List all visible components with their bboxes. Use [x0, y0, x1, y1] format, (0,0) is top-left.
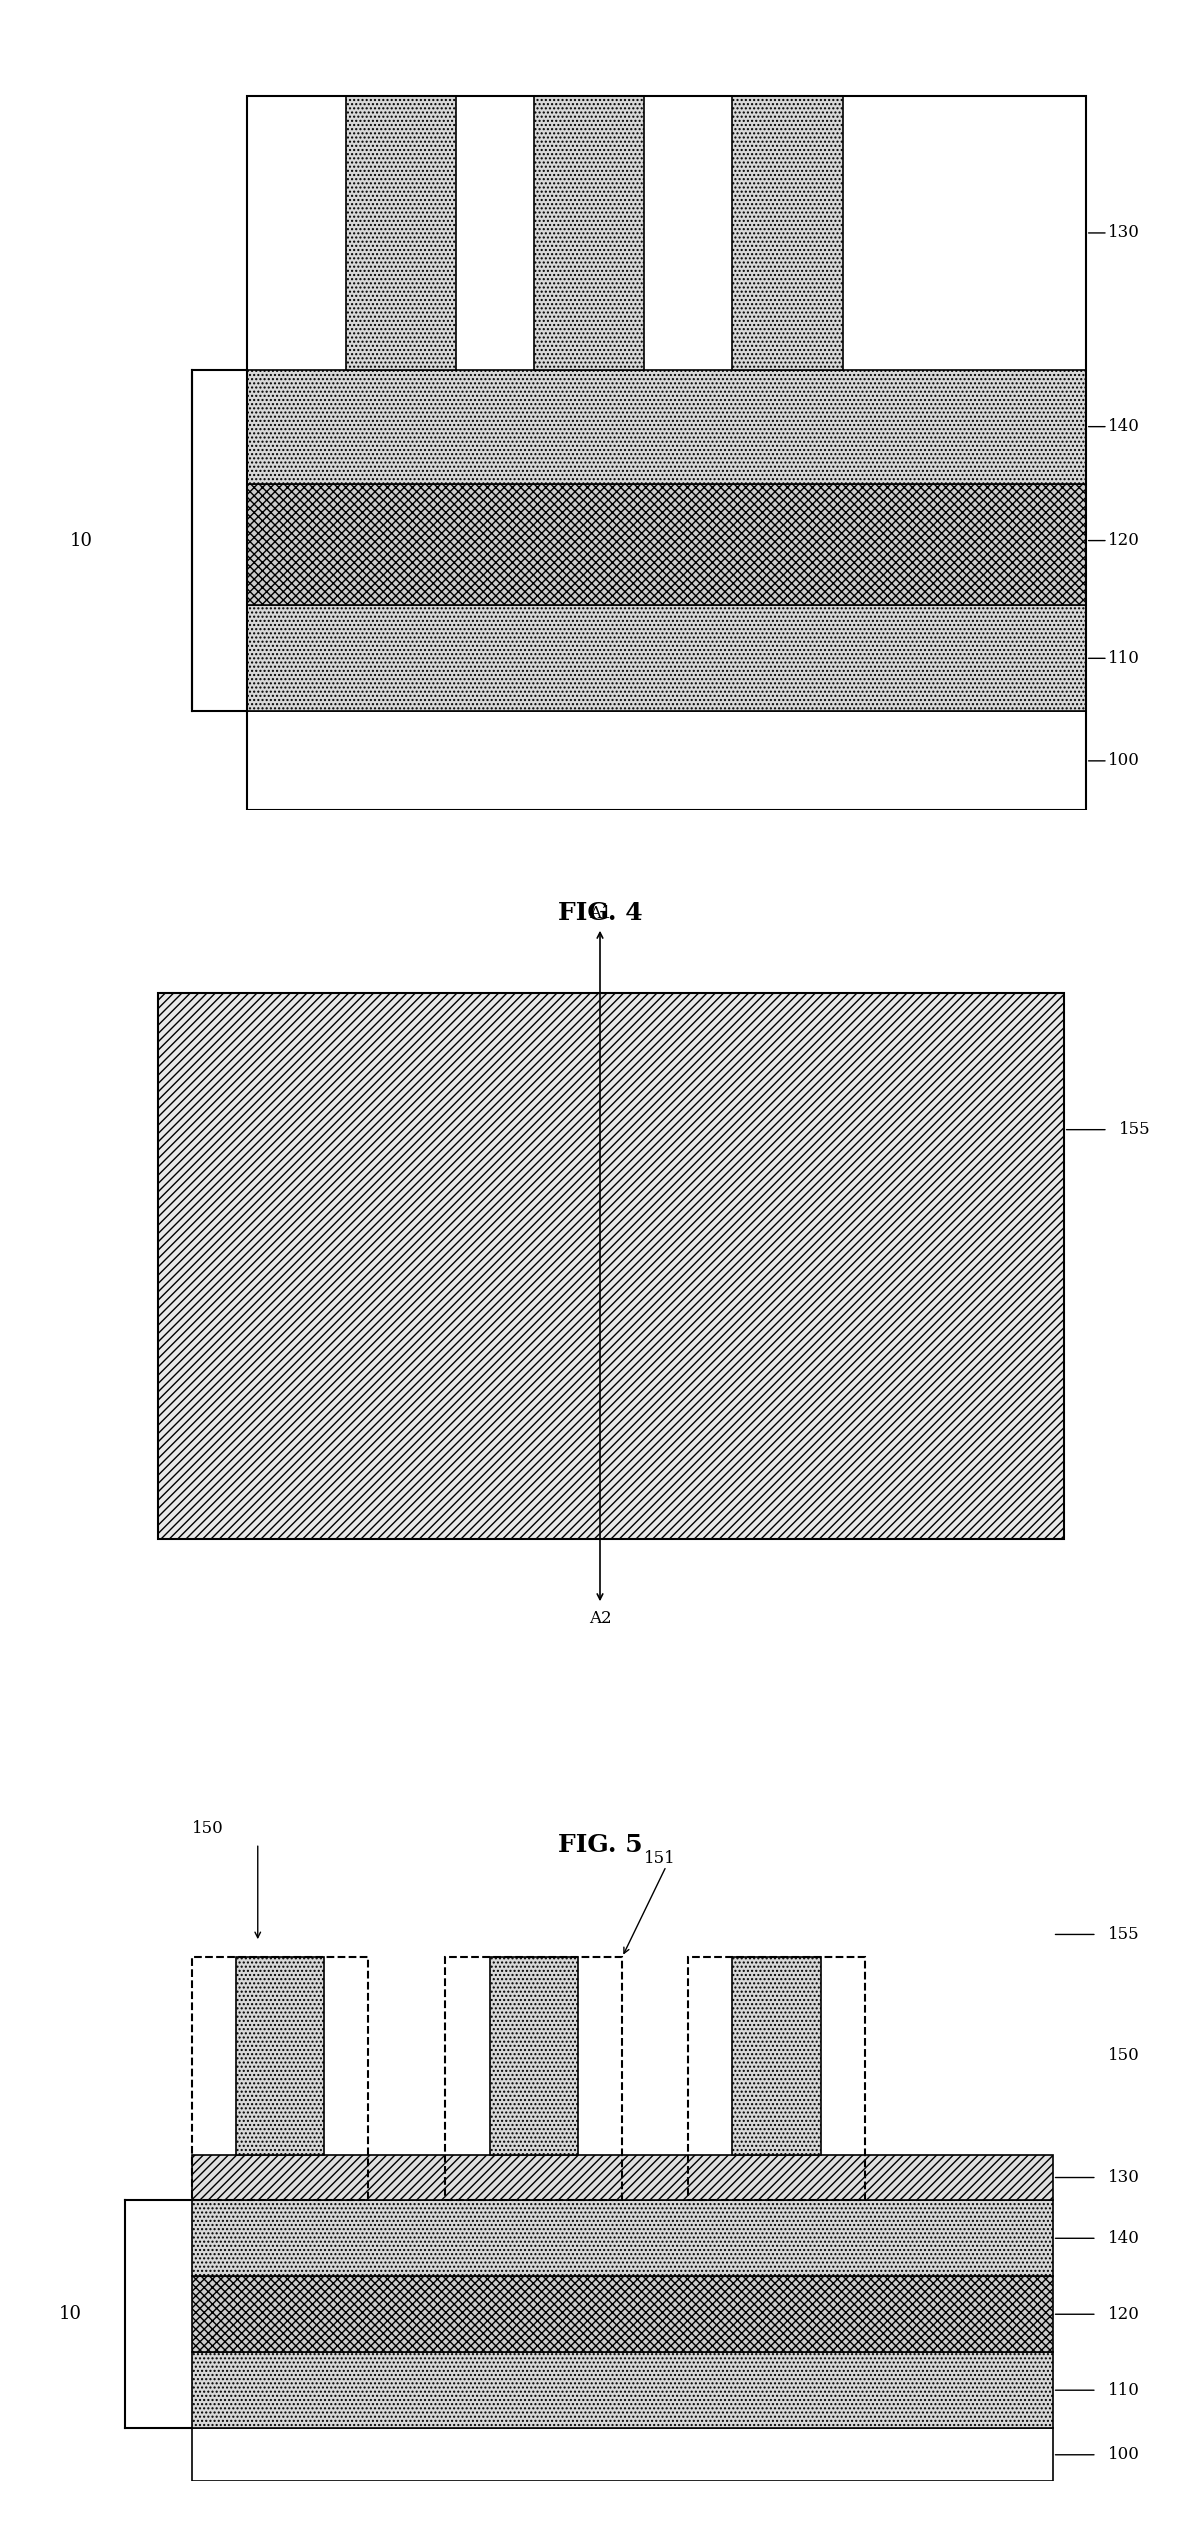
Text: 155: 155	[1118, 1122, 1151, 1139]
Text: 140: 140	[1108, 418, 1140, 436]
FancyBboxPatch shape	[247, 370, 1086, 484]
Text: 150: 150	[1108, 2048, 1140, 2064]
Text: A2: A2	[589, 1610, 611, 1626]
Text: 155: 155	[1108, 1927, 1140, 1942]
Text: 100: 100	[1108, 752, 1140, 770]
FancyBboxPatch shape	[158, 993, 1063, 1539]
Text: FIG. 4: FIG. 4	[558, 901, 642, 924]
Text: 110: 110	[1108, 2383, 1140, 2398]
FancyBboxPatch shape	[732, 96, 842, 370]
Text: 151: 151	[644, 1851, 676, 1866]
FancyBboxPatch shape	[534, 96, 644, 370]
Text: FIG. 5: FIG. 5	[558, 1833, 642, 1856]
FancyBboxPatch shape	[192, 2276, 1052, 2352]
FancyBboxPatch shape	[192, 2155, 1052, 2200]
FancyBboxPatch shape	[247, 711, 1086, 810]
Text: 140: 140	[1108, 2231, 1140, 2246]
Text: 10: 10	[59, 2304, 82, 2324]
FancyBboxPatch shape	[192, 2200, 1052, 2276]
Text: 150: 150	[192, 1821, 223, 1836]
FancyBboxPatch shape	[235, 1957, 324, 2155]
FancyBboxPatch shape	[346, 96, 456, 370]
FancyBboxPatch shape	[192, 2428, 1052, 2481]
Text: 120: 120	[1108, 2307, 1140, 2322]
Text: 100: 100	[1108, 2446, 1140, 2464]
Text: 130: 130	[1108, 225, 1140, 241]
FancyBboxPatch shape	[732, 1957, 821, 2155]
Text: 130: 130	[1108, 2170, 1140, 2185]
Text: 10: 10	[70, 532, 92, 549]
Text: 110: 110	[1108, 651, 1140, 666]
FancyBboxPatch shape	[247, 484, 1086, 605]
Text: A1: A1	[589, 906, 611, 922]
FancyBboxPatch shape	[247, 605, 1086, 711]
FancyBboxPatch shape	[490, 1957, 578, 2155]
Text: 120: 120	[1108, 532, 1140, 549]
FancyBboxPatch shape	[192, 2352, 1052, 2428]
